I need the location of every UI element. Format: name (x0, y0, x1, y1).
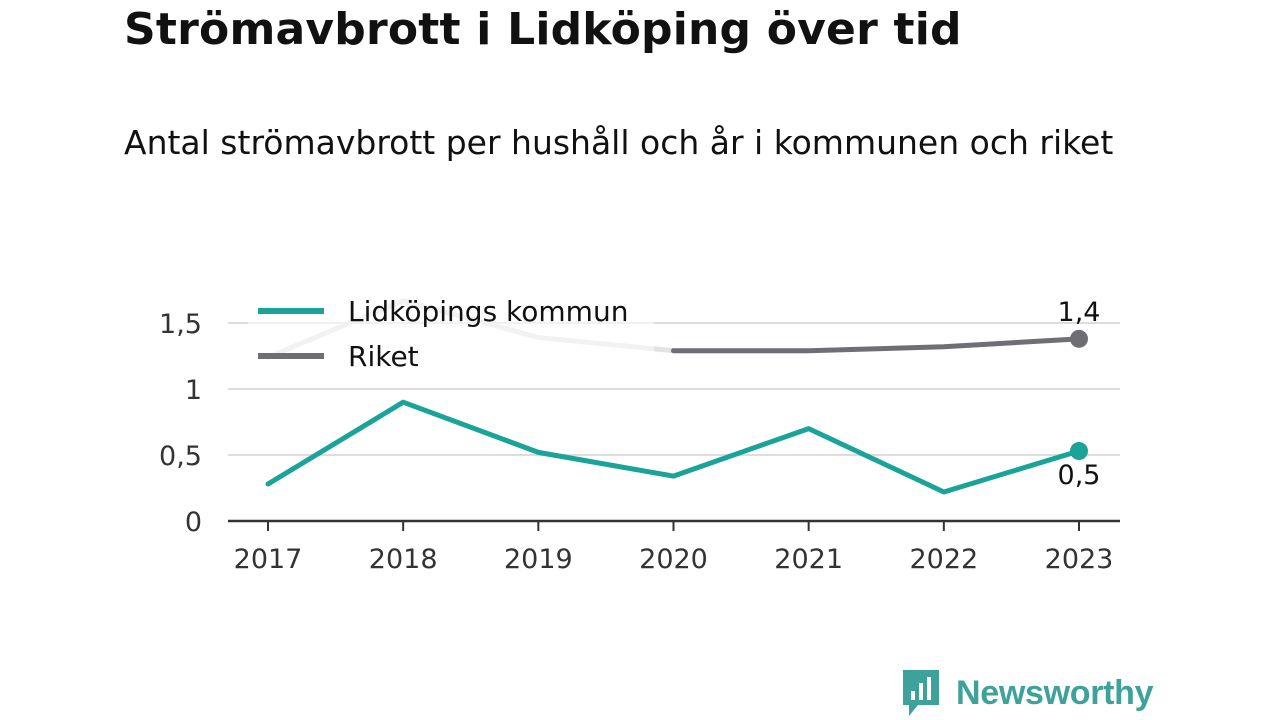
x-tick-label: 2020 (639, 544, 708, 575)
x-tick-label: 2021 (774, 544, 843, 575)
data-labels: 1,4 0,5 (1058, 297, 1101, 491)
x-tick-label: 2023 (1045, 544, 1114, 575)
data-label-riket-2023: 1,4 (1058, 297, 1101, 328)
legend-background (248, 284, 654, 384)
data-label-lidkoping-2023: 0,5 (1058, 460, 1101, 491)
x-tick-label: 2018 (369, 544, 438, 575)
legend: Lidköpings kommun Riket (248, 284, 654, 384)
y-tick-label: 1,5 (159, 309, 202, 340)
legend-label-lidkoping: Lidköpings kommun (348, 295, 628, 328)
y-tick-label: 0 (185, 507, 202, 538)
x-tick-label: 2019 (504, 544, 573, 575)
x-tick-label: 2022 (909, 544, 978, 575)
y-axis-ticks: 0 0,5 1 1,5 (159, 309, 202, 538)
series-line-lidkoping (265, 399, 1082, 495)
x-tick-label: 2017 (234, 544, 303, 575)
end-marker-riket (1070, 329, 1088, 348)
y-tick-label: 0,5 (159, 441, 202, 472)
x-axis: 2017 2018 2019 2020 2021 2022 2023 (228, 519, 1120, 575)
chart-title: Strömavbrott i Lidköping över tid (124, 4, 962, 55)
y-tick-label: 1 (185, 375, 202, 406)
series-line-riket (671, 336, 1082, 354)
newsworthy-logo: Newsworthy (900, 668, 1154, 718)
chart-subtitle: Antal strömavbrott per hushåll och år i … (124, 123, 1114, 162)
brand-name: Newsworthy (956, 673, 1154, 712)
legend-label-riket: Riket (348, 340, 419, 373)
newsworthy-logo-icon (903, 670, 939, 716)
end-marker-lidkoping (1070, 442, 1088, 461)
